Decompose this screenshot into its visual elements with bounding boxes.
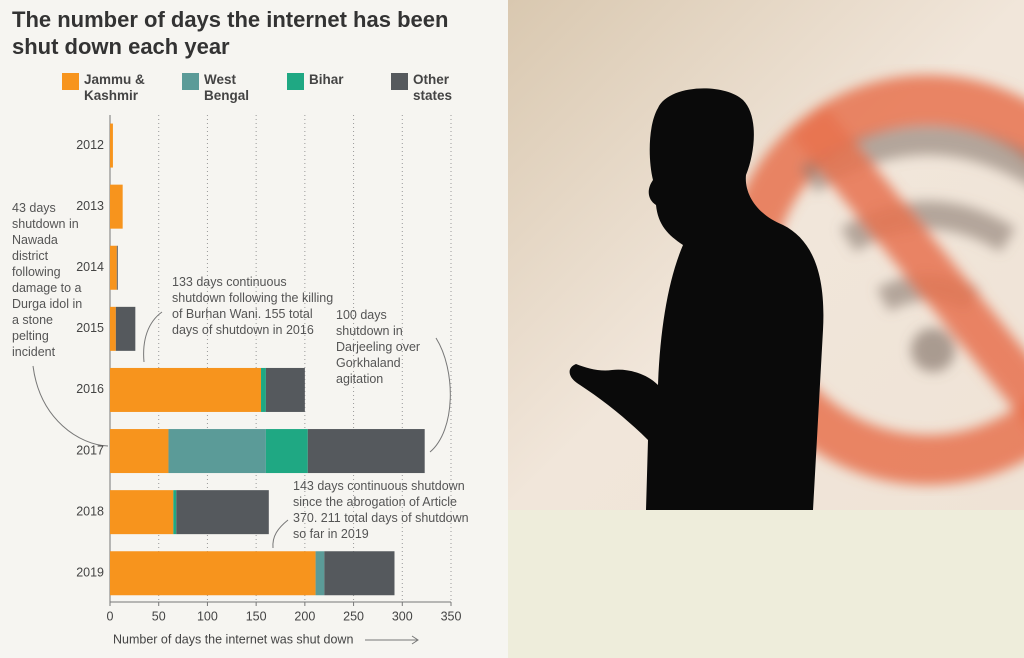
arrow bbox=[143, 311, 163, 363]
x-tick-label: 350 bbox=[441, 609, 462, 623]
y-tick-label: 2016 bbox=[76, 382, 104, 396]
x-axis-label: Number of days the internet was shut dow… bbox=[113, 632, 353, 646]
bar-segment bbox=[110, 551, 316, 596]
bar-segment bbox=[115, 306, 136, 351]
y-tick-label: 2013 bbox=[76, 199, 104, 213]
legend-label: Jammu & Kashmir bbox=[84, 72, 145, 103]
bar-segment bbox=[315, 551, 325, 596]
legend-label: West Bengal bbox=[204, 72, 250, 103]
chart: 0 50 100 150 200 250 300 350 Number of days the … bbox=[32, 115, 462, 646]
photo bbox=[508, 0, 1024, 658]
y-tick-label: 2014 bbox=[76, 260, 104, 274]
legend-label: Other states bbox=[413, 72, 453, 103]
bar-segment bbox=[324, 551, 395, 596]
bar-segment bbox=[168, 429, 266, 474]
annotation: 100 days shutdown in Darjeeling over Gor… bbox=[336, 308, 421, 386]
chart-panel: 0 50 100 150 200 250 300 350 Number of days the … bbox=[0, 0, 508, 658]
arrow bbox=[272, 519, 289, 549]
silhouette bbox=[569, 88, 824, 510]
bar-segment bbox=[116, 245, 118, 290]
arrow bbox=[32, 365, 109, 447]
bar-segment bbox=[265, 367, 305, 412]
legend-label: Bihar bbox=[309, 72, 344, 87]
legend-swatch bbox=[391, 73, 408, 90]
arrow bbox=[429, 337, 451, 453]
bar-segment bbox=[110, 429, 169, 474]
bar-segment bbox=[307, 429, 425, 474]
bar-segment bbox=[110, 490, 174, 535]
annotation: 133 days continuous shutdown following t… bbox=[172, 275, 334, 337]
bar-segment bbox=[173, 490, 177, 535]
legend-swatch bbox=[62, 73, 79, 90]
bar-segment bbox=[265, 429, 308, 474]
x-tick-label: 100 bbox=[197, 609, 218, 623]
annotation-arrows bbox=[32, 311, 451, 645]
y-tick-label: 2017 bbox=[76, 443, 104, 457]
x-tick-label: 300 bbox=[392, 609, 413, 623]
legend-swatch bbox=[182, 73, 199, 90]
bar-segment bbox=[110, 123, 113, 168]
chart-title: The number of days the internet has been… bbox=[12, 7, 449, 59]
x-tick-label: 0 bbox=[107, 609, 114, 623]
axis-arrow bbox=[365, 635, 419, 645]
annotation: 43 days shutdown in Nawada district foll… bbox=[12, 201, 83, 359]
y-tick-label: 2012 bbox=[76, 138, 104, 152]
bar-segment bbox=[110, 306, 116, 351]
annotation: 143 days continuous shutdown since the a… bbox=[293, 479, 469, 541]
y-tick-label: 2015 bbox=[76, 321, 104, 335]
y-tick-label: 2019 bbox=[76, 566, 104, 580]
bar-segment bbox=[110, 367, 262, 412]
bar-segment bbox=[110, 184, 123, 229]
photo-floor bbox=[508, 510, 1024, 658]
x-tick-label: 200 bbox=[294, 609, 315, 623]
bar-segment bbox=[176, 490, 269, 535]
x-tick-label: 250 bbox=[343, 609, 364, 623]
x-tick-label: 150 bbox=[246, 609, 267, 623]
bar-segment bbox=[110, 245, 117, 290]
legend-swatch bbox=[287, 73, 304, 90]
x-tick-label: 50 bbox=[152, 609, 166, 623]
bar-segment bbox=[261, 367, 266, 412]
y-tick-label: 2018 bbox=[76, 504, 104, 518]
